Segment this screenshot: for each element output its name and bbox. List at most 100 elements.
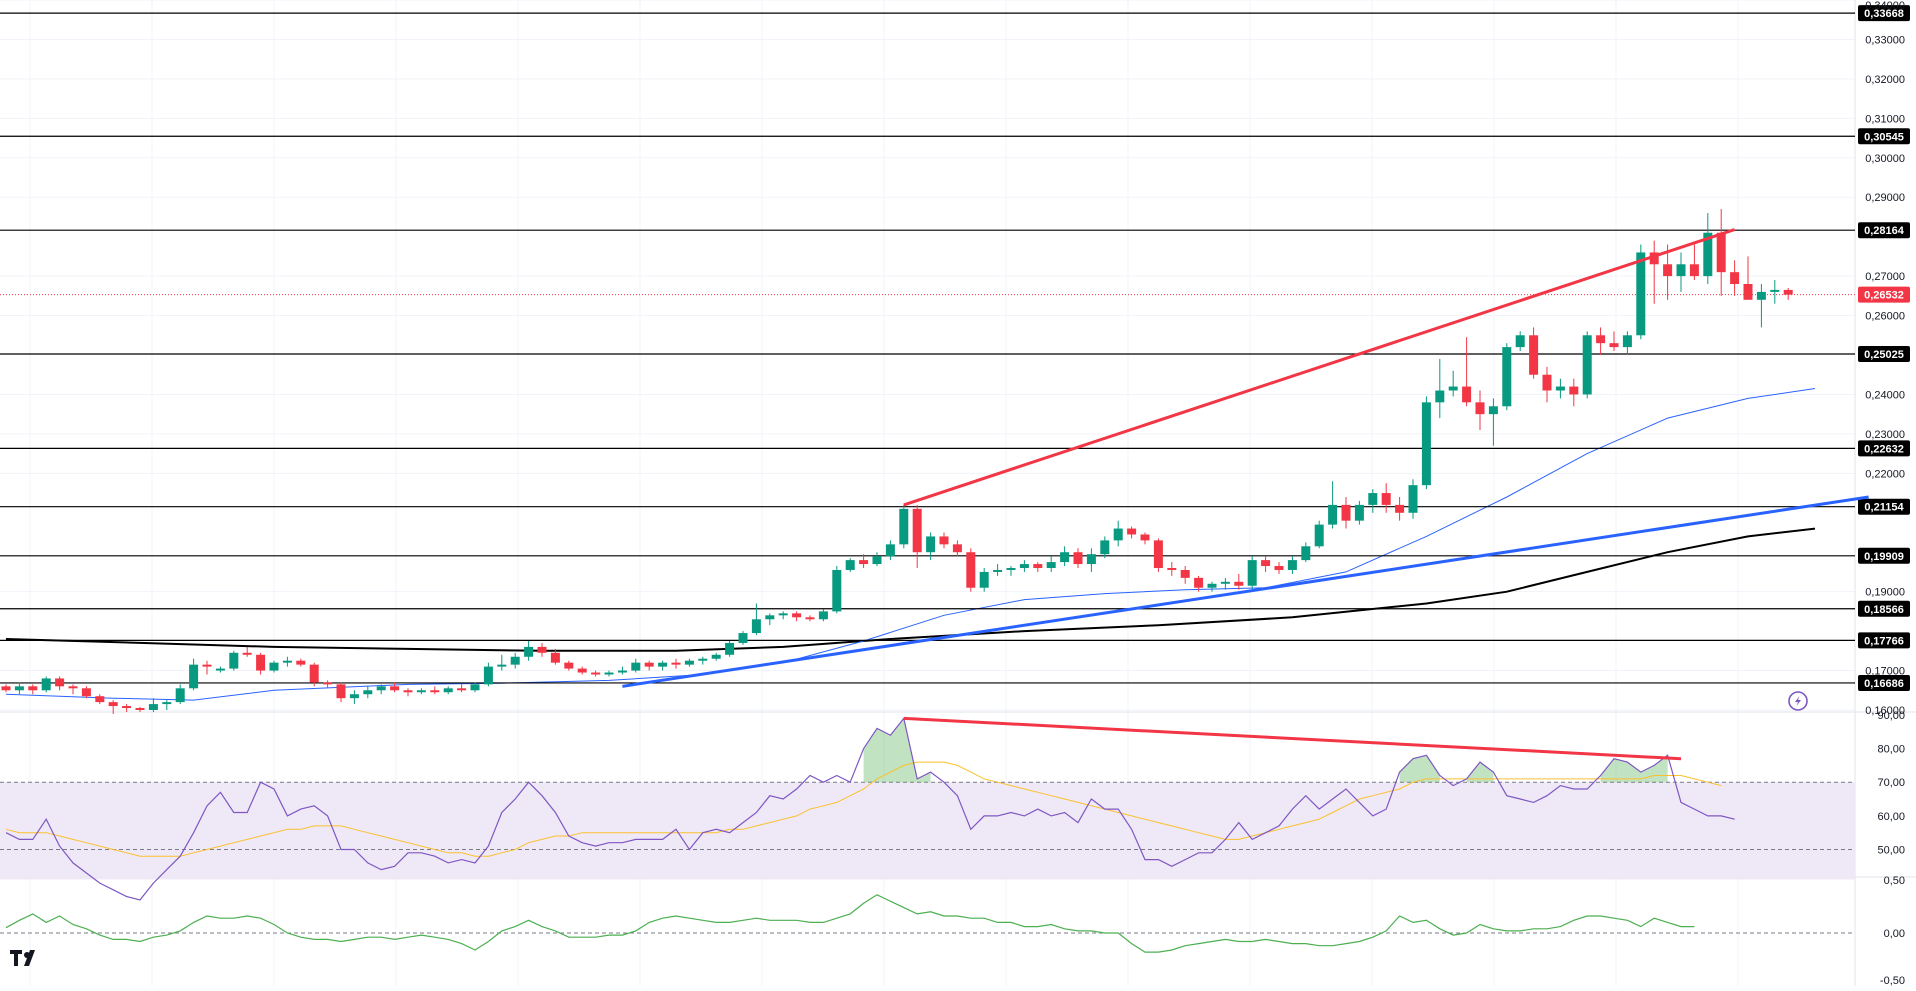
candle-body [1488, 406, 1498, 415]
candle-body [349, 694, 359, 699]
current-price-label: 0,26532 [1864, 290, 1904, 302]
candle-body [1046, 562, 1056, 568]
price-tick-label: 0,16000 [1865, 705, 1905, 717]
trendline [622, 495, 1869, 688]
price-axis[interactable]: 0,34000 0,33000 0,32000 0,31000 0,30000 0,290… [1865, 0, 1905, 987]
candle-body [872, 556, 882, 565]
level-label: 0,22632 [1864, 443, 1904, 455]
candle-body [309, 664, 319, 683]
candle-body [1274, 566, 1284, 570]
candle-body [859, 560, 869, 565]
candle-body [497, 664, 507, 667]
candle-body [1395, 504, 1405, 513]
price-tick-label: 0,27000 [1865, 271, 1905, 283]
candle-body [162, 702, 172, 705]
level-label: 0,28164 [1864, 225, 1905, 237]
candle-body [1676, 264, 1686, 277]
price-tick-label: 0,22000 [1865, 468, 1905, 480]
candle-body [604, 672, 614, 675]
level-label-box [1858, 440, 1910, 457]
candle-body [1328, 504, 1338, 525]
level-label-box [1858, 547, 1910, 564]
candle-body [81, 688, 91, 697]
candle-body [1716, 232, 1726, 273]
osc-tick-label: 0,00 [1884, 928, 1905, 940]
candle-body [1261, 560, 1271, 567]
candle-body [1529, 335, 1539, 375]
candle-body [1475, 402, 1485, 415]
candle-body [1140, 534, 1150, 541]
candle-body [282, 660, 292, 663]
candle-body [148, 704, 158, 710]
overlay-icons[interactable] [10, 691, 1808, 966]
level-label: 0,33668 [1864, 8, 1904, 20]
candle-body [1770, 289, 1780, 292]
lightning-icon[interactable] [1788, 691, 1808, 711]
candle-body [832, 569, 842, 612]
candle-body [524, 646, 534, 657]
candle-body [1622, 335, 1632, 348]
candle-body [912, 508, 922, 553]
candle-body [1127, 528, 1137, 535]
candle-body [550, 652, 560, 663]
candle-body [1502, 347, 1512, 407]
oscillator-pane [0, 894, 1855, 953]
level-label: 0,21154 [1864, 502, 1904, 514]
level-label: 0,18566 [1864, 604, 1904, 616]
candle-body [1113, 528, 1123, 541]
candle-body [1006, 568, 1016, 570]
osc-tick-label: 0,50 [1884, 875, 1905, 887]
level-label: 0,16686 [1864, 678, 1904, 690]
candle-body [1421, 402, 1431, 486]
ma-fast-line [5, 388, 1816, 701]
candle-body [1663, 264, 1673, 277]
candle-body [1743, 284, 1753, 300]
level-label-box [1858, 5, 1910, 22]
candle-body [1153, 540, 1163, 568]
candle-body [1073, 552, 1083, 565]
horizontal-levels[interactable]: 0,33668 0,30545 0,28164 0,25025 0,22632 0,211… [0, 5, 1910, 691]
candle-body [1542, 374, 1552, 391]
rsi-ma-line [5, 761, 1722, 857]
candle-body [711, 654, 721, 659]
candle-body [617, 670, 627, 673]
trendlines[interactable] [622, 228, 1869, 688]
candle-body [1207, 583, 1217, 588]
candle-body [1, 686, 11, 691]
candle-body [671, 662, 681, 665]
candle-body [564, 662, 574, 669]
candle-body [684, 660, 694, 665]
price-tick-label: 0,24000 [1865, 389, 1905, 401]
level-label: 0,30545 [1864, 131, 1904, 143]
candle-body [256, 654, 266, 671]
candle-body [765, 615, 775, 620]
candle-body [1100, 540, 1110, 555]
candle-body [778, 613, 788, 616]
rsi-overbought-fill [863, 718, 931, 783]
candle-body [1368, 493, 1378, 505]
rsi-overbought-fill [1399, 755, 1440, 783]
candle-body [1569, 386, 1579, 395]
candle-body [1783, 289, 1793, 295]
candle-body [95, 696, 105, 703]
rsi-divergence-line [903, 716, 1682, 761]
current-price-box [1858, 286, 1910, 303]
tradingview-logo-icon[interactable] [10, 950, 35, 966]
candle-body [1689, 264, 1699, 277]
candle-body [55, 678, 65, 687]
candle-body [443, 688, 453, 693]
candlesticks[interactable] [1, 209, 1793, 714]
rsi-tick-label: 90,00 [1877, 710, 1905, 722]
candle-body [175, 688, 185, 703]
candle-body [242, 652, 252, 655]
candle-body [1167, 568, 1177, 570]
candle-body [470, 684, 480, 691]
price-tick-label: 0,19000 [1865, 587, 1905, 599]
candle-body [1220, 581, 1230, 584]
candle-body [1596, 335, 1606, 344]
candle-body [1314, 524, 1324, 547]
moving-averages [5, 388, 1816, 701]
price-tick-label: 0,30000 [1865, 153, 1905, 165]
